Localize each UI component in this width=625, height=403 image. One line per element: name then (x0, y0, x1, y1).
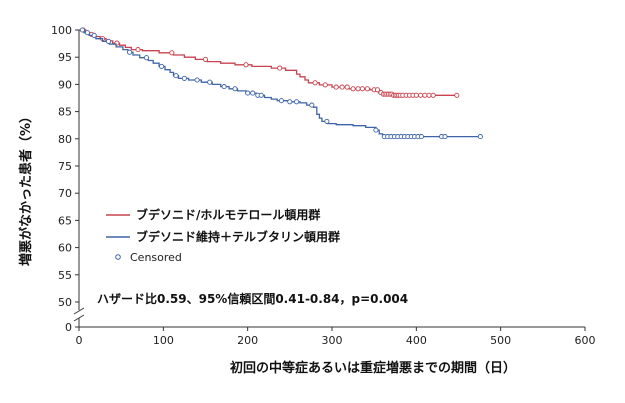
censored-marker (430, 92, 436, 98)
censored-marker (207, 79, 213, 85)
x-tick-label: 600 (575, 334, 596, 347)
x-tick-label: 300 (322, 334, 343, 347)
censored-marker (221, 84, 227, 90)
censored-marker (344, 84, 350, 90)
censored-marker (324, 118, 330, 124)
x-axis-title: 初回の中等症あるいは重症増悪までの期間（日） (230, 360, 516, 376)
y-tick-label: 60 (58, 242, 72, 255)
censored-marker (477, 134, 483, 140)
legend: ブデソニド/ホルモテロール頓用群 ブデソニド維持＋テルブタリン頓用群 Censo… (106, 207, 340, 264)
censored-marker (294, 99, 300, 105)
y-axis-title: 増悪がなかった患者（%） (18, 110, 34, 266)
censored-marker (135, 47, 141, 53)
x-tick-label: 100 (153, 334, 174, 347)
censored-marker (243, 62, 249, 68)
axis-break-marker (73, 307, 85, 322)
censored-marker (333, 84, 339, 90)
series-2 (79, 27, 483, 140)
censored-marker (454, 92, 460, 98)
censored-marker (287, 99, 293, 105)
legend-label-censored: Censored (130, 251, 182, 264)
y-axis-ticks: 50 55 60 65 70 75 80 85 90 95 100 0 (51, 24, 79, 334)
censored-marker (373, 127, 379, 133)
y-tick-label: 50 (58, 296, 72, 309)
censored-marker (169, 50, 175, 56)
censored-marker (143, 55, 150, 61)
series-layer (79, 27, 483, 140)
censored-marker (422, 92, 428, 98)
y-tick-label-zero: 0 (65, 321, 72, 334)
legend-label-series-2: ブデソニド維持＋テルブタリン頓用群 (136, 229, 340, 244)
censored-marker (278, 98, 284, 104)
censored-marker (232, 86, 238, 92)
axes (73, 30, 585, 328)
axis-break-line (73, 314, 85, 322)
y-tick-label: 70 (58, 187, 72, 200)
legend-label-series-1: ブデソニド/ホルモテロール頓用群 (136, 207, 320, 222)
censored-marker (159, 63, 165, 69)
x-axis-ticks: 0 100 200 300 400 500 600 (76, 327, 596, 347)
censored-marker (91, 32, 97, 38)
x-tick-label: 200 (237, 334, 258, 347)
censored-marker (258, 92, 264, 98)
censored-marker (312, 80, 318, 86)
censored-marker (202, 56, 209, 62)
x-tick-label: 0 (76, 334, 83, 347)
y-tick-label: 55 (58, 269, 72, 282)
x-tick-label: 500 (490, 334, 511, 347)
censored-marker (418, 134, 424, 140)
censored-marker (374, 87, 381, 93)
series-line-2 (79, 29, 481, 138)
censored-marker (277, 65, 283, 71)
censored-marker (350, 86, 356, 92)
censored-marker (105, 38, 112, 44)
censored-marker (364, 86, 370, 92)
censored-marker (442, 134, 448, 140)
censored-marker (181, 75, 187, 81)
y-tick-label: 95 (58, 51, 72, 64)
axis-break-line (73, 307, 85, 315)
y-tick-label: 75 (58, 160, 72, 173)
y-tick-label: 90 (58, 78, 72, 91)
censored-marker (359, 86, 365, 92)
censored-marker (355, 86, 361, 92)
x-tick-label: 400 (406, 334, 427, 347)
y-tick-label: 100 (51, 24, 72, 37)
censored-marker (322, 82, 328, 88)
legend-censored-marker (115, 254, 121, 260)
censored-marker (309, 102, 315, 108)
censored-marker (245, 90, 251, 96)
censored-marker (79, 27, 85, 33)
censored-marker (127, 49, 133, 55)
censored-marker (250, 90, 256, 96)
hazard-ratio-annotation: ハザード比0.59、95%信頼区間0.41-0.84，p=0.004 (97, 291, 408, 306)
series-1 (79, 27, 460, 98)
y-tick-label: 65 (58, 214, 72, 227)
censored-marker (173, 73, 179, 79)
series-line-1 (79, 29, 457, 96)
y-tick-label: 80 (58, 133, 72, 146)
y-tick-label: 85 (58, 106, 72, 119)
censored-marker (339, 84, 345, 90)
censored-marker (194, 77, 200, 83)
censored-marker (84, 30, 90, 36)
censored-marker (413, 92, 419, 98)
censored-marker (418, 92, 424, 98)
censored-marker (426, 92, 432, 98)
